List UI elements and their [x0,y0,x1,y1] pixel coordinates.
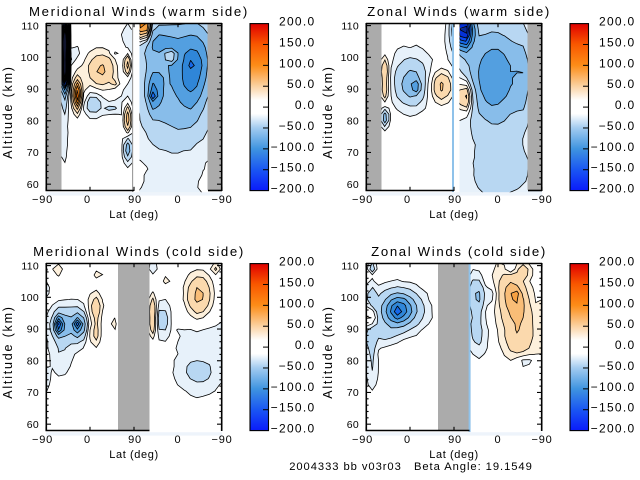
svg-text:60: 60 [347,179,359,191]
svg-text:−90: −90 [352,434,373,446]
svg-text:Lat (deg): Lat (deg) [109,209,158,221]
svg-text:−50.0: −50.0 [279,119,316,133]
svg-text:Meridional Winds (cold side): Meridional Winds (cold side) [33,244,245,259]
svg-text:Altitude (km): Altitude (km) [321,305,335,399]
svg-text:80: 80 [27,355,39,367]
svg-text:−100.0: −100.0 [591,380,636,394]
svg-text:50.0: 50.0 [287,317,316,331]
svg-text:−50.0: −50.0 [599,359,636,373]
svg-text:80: 80 [27,115,39,127]
svg-text:150.0: 150.0 [599,275,636,289]
svg-text:70: 70 [347,387,359,399]
svg-text:−200.0: −200.0 [591,422,636,436]
svg-text:Zonal Winds (warm side): Zonal Winds (warm side) [367,4,551,19]
svg-text:100.0: 100.0 [279,296,316,310]
svg-text:200.0: 200.0 [279,255,316,269]
svg-text:100: 100 [341,292,359,304]
svg-text:110: 110 [341,260,359,272]
svg-text:200.0: 200.0 [279,15,316,29]
svg-text:−100.0: −100.0 [591,140,636,154]
svg-text:−150.0: −150.0 [271,161,316,175]
svg-text:110: 110 [21,20,39,32]
svg-text:Altitude (km): Altitude (km) [1,65,15,159]
svg-text:50.0: 50.0 [607,77,636,91]
svg-text:100.0: 100.0 [599,56,636,70]
svg-text:Lat (deg): Lat (deg) [109,449,158,461]
svg-text:0.0: 0.0 [295,338,316,352]
svg-text:−150.0: −150.0 [271,401,316,415]
svg-text:110: 110 [341,20,359,32]
svg-text:−200.0: −200.0 [271,422,316,436]
svg-text:100: 100 [21,292,39,304]
svg-text:0: 0 [495,194,502,206]
svg-text:60: 60 [27,179,39,191]
svg-text:−50.0: −50.0 [599,119,636,133]
svg-text:80: 80 [347,115,359,127]
svg-text:100.0: 100.0 [599,296,636,310]
svg-text:100: 100 [21,52,39,64]
svg-text:−50.0: −50.0 [279,359,316,373]
svg-text:70: 70 [27,387,39,399]
svg-text:0: 0 [404,194,411,206]
svg-text:90: 90 [27,84,39,96]
svg-text:90: 90 [27,324,39,336]
svg-text:−150.0: −150.0 [591,401,636,415]
svg-text:50.0: 50.0 [607,317,636,331]
svg-text:0: 0 [84,194,91,206]
svg-text:−100.0: −100.0 [271,140,316,154]
svg-text:−200.0: −200.0 [591,182,636,196]
svg-text:−100.0: −100.0 [271,380,316,394]
svg-text:90: 90 [347,84,359,96]
svg-text:90: 90 [128,434,142,446]
svg-text:0: 0 [495,434,502,446]
svg-text:150.0: 150.0 [279,35,316,49]
svg-text:90: 90 [448,434,462,446]
svg-text:90: 90 [347,324,359,336]
svg-text:90: 90 [128,194,142,206]
svg-text:150.0: 150.0 [279,275,316,289]
svg-text:70: 70 [347,147,359,159]
svg-text:60: 60 [27,419,39,431]
svg-text:70: 70 [27,147,39,159]
svg-text:0: 0 [84,434,91,446]
svg-text:0.0: 0.0 [615,98,636,112]
svg-text:110: 110 [21,260,39,272]
svg-text:90: 90 [448,194,462,206]
svg-text:Lat (deg): Lat (deg) [429,449,478,461]
svg-text:2004333 bb v03r03 Beta Angle: 2004333 bb v03r03 Beta Angle: 19.1549 [289,461,533,473]
svg-text:−200.0: −200.0 [271,182,316,196]
svg-text:−90: −90 [531,434,552,446]
svg-text:150.0: 150.0 [599,35,636,49]
svg-text:100.0: 100.0 [279,56,316,70]
svg-text:−90: −90 [352,194,373,206]
svg-text:Meridional Winds (warm side): Meridional Winds (warm side) [29,4,249,19]
svg-text:0: 0 [175,434,182,446]
svg-text:−90: −90 [32,194,53,206]
svg-text:−90: −90 [211,194,232,206]
svg-text:100: 100 [341,52,359,64]
svg-text:200.0: 200.0 [599,15,636,29]
svg-text:Altitude (km): Altitude (km) [321,65,335,159]
svg-text:Zonal Winds (cold side): Zonal Winds (cold side) [371,244,547,259]
svg-text:−150.0: −150.0 [591,161,636,175]
svg-text:0.0: 0.0 [615,338,636,352]
svg-text:−90: −90 [531,194,552,206]
svg-text:0.0: 0.0 [295,98,316,112]
svg-text:50.0: 50.0 [287,77,316,91]
svg-text:0: 0 [175,194,182,206]
svg-text:Lat (deg): Lat (deg) [429,209,478,221]
svg-text:−90: −90 [211,434,232,446]
svg-text:60: 60 [347,419,359,431]
svg-text:80: 80 [347,355,359,367]
svg-text:Altitude (km): Altitude (km) [1,305,15,399]
svg-text:200.0: 200.0 [599,255,636,269]
svg-text:−90: −90 [32,434,53,446]
svg-text:0: 0 [404,434,411,446]
